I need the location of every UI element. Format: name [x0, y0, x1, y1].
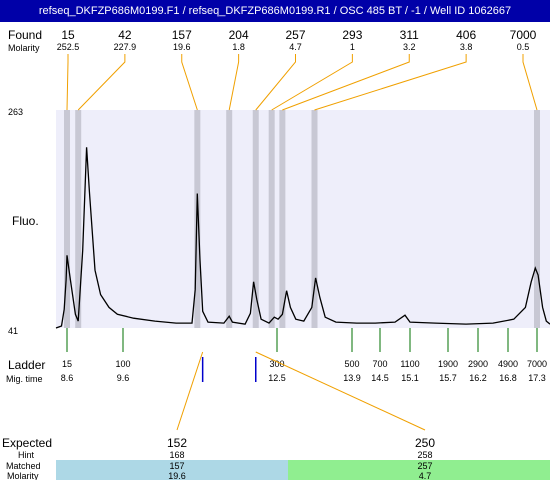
found-size-6: 311	[400, 28, 419, 42]
expected-size-1: 250	[415, 436, 435, 450]
ladder-mig-time-3: 13.9	[343, 373, 361, 383]
found-size-3: 204	[229, 28, 249, 42]
mig-time-label: Mig. time	[6, 374, 43, 384]
ladder-mig-time-7: 16.2	[469, 373, 487, 383]
expected-matched-1: 257	[417, 461, 432, 471]
found-size-7: 406	[456, 28, 476, 42]
expected-label: Expected	[2, 436, 52, 450]
matched-label: Matched	[6, 461, 41, 471]
ladder-mig-time-8: 16.8	[499, 373, 517, 383]
peak-band-4	[252, 110, 259, 328]
found-connector-1	[77, 54, 126, 111]
ladder-mig-time-0: 8.6	[61, 373, 74, 383]
expected-cell-bg-1	[288, 460, 550, 480]
peak-band-3	[226, 110, 233, 328]
ladder-size-1: 100	[115, 359, 130, 369]
found-connector-3	[228, 54, 240, 111]
plot-area	[56, 110, 550, 328]
ladder-mig-time-4: 14.5	[371, 373, 389, 383]
ladder-size-7: 2900	[468, 359, 488, 369]
found-molarity-2: 19.6	[173, 42, 191, 52]
found-connectors	[66, 54, 538, 111]
molarity-bottom-label: Molarity	[7, 471, 39, 480]
ladder-size-6: 1900	[438, 359, 458, 369]
found-molarity-6: 3.2	[403, 42, 416, 52]
found-molarity-7: 3.8	[460, 42, 473, 52]
found-molarity-8: 0.5	[517, 42, 530, 52]
expected-markers	[201, 357, 257, 382]
peak-band-5	[268, 110, 275, 328]
expected-cell-bg-0	[56, 460, 289, 480]
found-molarity-3: 1.8	[232, 42, 245, 52]
fluo-axis-label: Fluo.	[12, 214, 39, 228]
y-tick-top: 263	[8, 107, 23, 117]
found-size-8: 7000	[510, 28, 537, 42]
ladder-size-3: 500	[344, 359, 359, 369]
found-size-5: 293	[342, 28, 362, 42]
found-connector-2	[181, 54, 198, 111]
found-connector-4	[255, 54, 296, 111]
found-size-4: 257	[285, 28, 305, 42]
molarity-label: Molarity	[8, 43, 40, 53]
peak-band-6	[279, 110, 286, 328]
found-connector-7	[314, 54, 467, 111]
expected-molarity-0: 19.6	[168, 471, 186, 480]
ladder-mig-time-6: 15.7	[439, 373, 457, 383]
y-tick-bottom: 41	[8, 326, 18, 336]
expected-connector-0	[176, 351, 204, 431]
expected-hint-0: 168	[169, 450, 184, 460]
ladder-size-0: 15	[62, 359, 72, 369]
ladder-mig-time-5: 15.1	[401, 373, 419, 383]
window-title: refseq_DKFZP686M0199.F1 / refseq_DKFZP68…	[0, 0, 550, 22]
found-connector-5	[271, 54, 353, 111]
found-molarity-0: 252.5	[57, 42, 80, 52]
peak-band-7	[311, 110, 318, 328]
peak-band-1	[75, 110, 82, 328]
found-molarity-5: 1	[350, 42, 355, 52]
ladder-mig-time-2: 12.5	[268, 373, 286, 383]
found-label: Found	[8, 28, 42, 42]
hint-label: Hint	[18, 450, 35, 460]
found-size-0: 15	[61, 28, 75, 42]
found-connector-0	[66, 54, 69, 111]
found-molarity-1: 227.9	[114, 42, 137, 52]
ladder-size-5: 1100	[400, 359, 419, 369]
found-molarity-4: 4.7	[289, 42, 302, 52]
ladder-size-4: 700	[372, 359, 387, 369]
ladder-row: 15 8.6 100 9.6 300 12.5 500 13.9 700 14.5 1100 15.1…	[61, 328, 547, 383]
peak-band-0	[64, 110, 70, 328]
expected-hint-1: 258	[417, 450, 432, 460]
ladder-mig-time-1: 9.6	[117, 373, 130, 383]
found-size-2: 157	[172, 28, 192, 42]
ladder-size-2: 300	[269, 359, 284, 369]
ladder-mig-time-9: 17.3	[528, 373, 546, 383]
ladder-label: Ladder	[8, 358, 45, 372]
ladder-size-8: 4900	[498, 359, 518, 369]
found-size-1: 42	[118, 28, 132, 42]
found-connector-6	[282, 54, 410, 111]
expected-matched-0: 157	[169, 461, 184, 471]
fluorescence-trace	[55, 147, 550, 329]
ladder-size-9: 7000	[527, 359, 547, 369]
expected-size-0: 152	[167, 436, 187, 450]
found-connector-8	[522, 54, 538, 111]
peak-band-8	[534, 110, 540, 328]
expected-molarity-1: 4.7	[419, 471, 432, 480]
expected-connector-1	[255, 351, 426, 431]
